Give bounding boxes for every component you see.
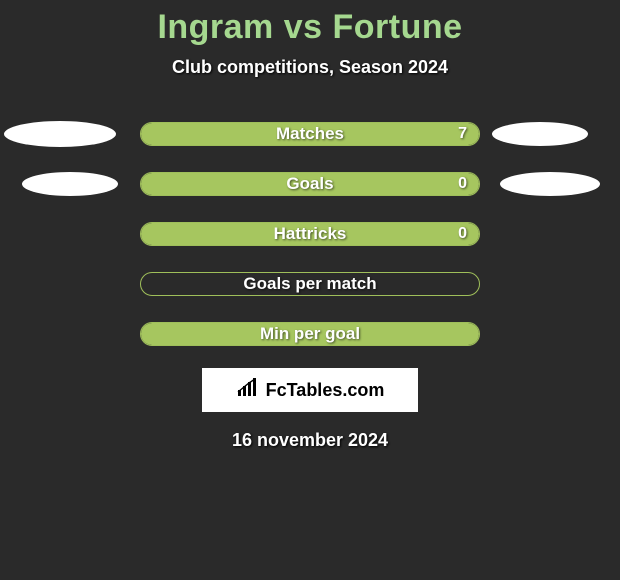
right-marker xyxy=(500,172,600,196)
chart-icon xyxy=(236,378,260,403)
brand-text: FcTables.com xyxy=(266,380,385,401)
stat-rows: Matches 7 Goals 0 Hattricks 0 Goals per match M… xyxy=(0,120,620,348)
stat-value: 0 xyxy=(458,225,467,243)
stat-bar: Hattricks 0 xyxy=(140,222,480,246)
page-title: Ingram vs Fortune xyxy=(157,8,462,47)
subtitle: Club competitions, Season 2024 xyxy=(172,57,448,78)
stat-label: Goals xyxy=(286,174,333,194)
stat-bar: Min per goal xyxy=(140,322,480,346)
stat-label: Hattricks xyxy=(274,224,347,244)
stat-value: 7 xyxy=(458,125,467,143)
brand-badge: FcTables.com xyxy=(202,368,418,412)
stat-value: 0 xyxy=(458,175,467,193)
stat-row: Matches 7 xyxy=(0,120,620,148)
stat-bar: Matches 7 xyxy=(140,122,480,146)
stat-row: Goals 0 xyxy=(0,170,620,198)
stat-label: Matches xyxy=(276,124,344,144)
date-label: 16 november 2024 xyxy=(232,430,388,451)
comparison-infographic: Ingram vs Fortune Club competitions, Sea… xyxy=(0,0,620,451)
stat-bar: Goals per match xyxy=(140,272,480,296)
left-marker xyxy=(22,172,118,196)
stat-label: Min per goal xyxy=(260,324,360,344)
right-marker xyxy=(492,122,588,146)
stat-bar: Goals 0 xyxy=(140,172,480,196)
left-marker xyxy=(4,121,116,147)
stat-label: Goals per match xyxy=(243,274,376,294)
stat-row: Hattricks 0 xyxy=(0,220,620,248)
stat-row: Goals per match xyxy=(0,270,620,298)
stat-row: Min per goal xyxy=(0,320,620,348)
